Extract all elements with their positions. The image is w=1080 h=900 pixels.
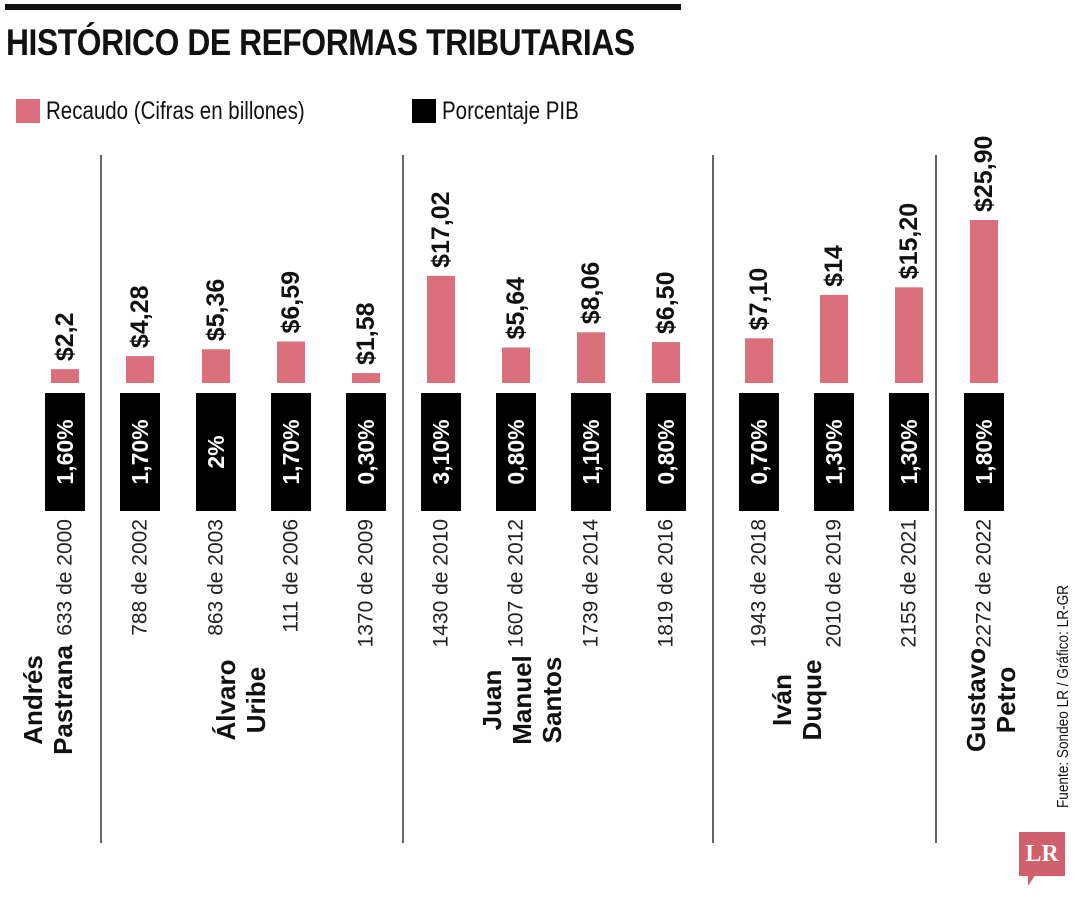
pib-value-label: 1,30% (896, 419, 922, 484)
group-label: Santos (537, 657, 567, 744)
category-label: 788 de 2002 (129, 519, 152, 636)
recaudo-value-label: $4,28 (126, 285, 154, 348)
recaudo-bar (352, 373, 380, 383)
lr-logo: LR (1019, 832, 1065, 876)
category-label: 1739 de 2014 (580, 519, 603, 648)
pib-value-label: 1,70% (278, 419, 304, 484)
pib-label-box (496, 393, 536, 511)
recaudo-value-label: $8,06 (577, 262, 605, 325)
pib-label-box (739, 393, 779, 511)
category-label: 2272 de 2022 (973, 519, 996, 647)
category-label: 1430 de 2010 (430, 519, 453, 647)
pib-value-label: 0,80% (503, 419, 529, 484)
recaudo-bar (51, 369, 79, 383)
pib-value-label: 1,70% (127, 419, 153, 484)
recaudo-bar (577, 332, 605, 383)
pib-value-label: 0,80% (653, 419, 679, 484)
pib-label-box (814, 393, 854, 511)
group-label: Duque (797, 660, 827, 741)
pib-label-box (421, 393, 461, 511)
pib-label-box (889, 393, 929, 511)
legend-swatch-pib (412, 99, 436, 123)
recaudo-bar (202, 349, 230, 383)
pib-label-box (196, 393, 236, 511)
recaudo-value-label: $6,59 (277, 271, 305, 334)
recaudo-bar (820, 294, 848, 383)
recaudo-value-label: $1,58 (352, 302, 380, 365)
recaudo-value-label: $15,20 (895, 203, 923, 279)
group-label: Álvaro (211, 660, 241, 741)
pib-label-box (346, 393, 386, 511)
category-label: 1607 de 2012 (505, 519, 528, 647)
group-label: Gustavo (961, 648, 991, 752)
lr-logo-text: LR (1025, 841, 1059, 867)
source-note: Fuente: Sondeo LR / Gráfico: LR-GR (1055, 585, 1072, 808)
group-label: Andrés (18, 655, 48, 745)
pib-value-label: 0,30% (353, 419, 379, 484)
group-label: Petro (991, 667, 1021, 733)
legend-label-recaudo: Recaudo (Cifras en billones) (46, 96, 305, 125)
pib-value-label: 1,60% (52, 419, 78, 484)
group-label: Iván (767, 674, 797, 726)
pib-value-label: 3,10% (428, 419, 454, 484)
recaudo-bar (277, 341, 305, 383)
group-label: Uribe (241, 667, 271, 733)
pib-value-label: 1,30% (821, 419, 847, 484)
category-label: 1819 de 2016 (655, 519, 678, 647)
group-label: Juan (477, 670, 507, 731)
recaudo-value-label: $17,02 (427, 191, 455, 267)
recaudo-value-label: $7,10 (745, 268, 773, 331)
recaudo-bar (895, 287, 923, 383)
category-label: 633 de 2000 (54, 519, 77, 636)
recaudo-value-label: $5,36 (202, 279, 230, 342)
pib-label-box (45, 393, 85, 511)
group-label: Pastrana (48, 645, 78, 755)
recaudo-value-label: $5,64 (502, 277, 530, 340)
category-label: 2155 de 2021 (898, 519, 921, 647)
legend-recaudo: Recaudo (Cifras en billones) (16, 96, 361, 126)
pib-value-label: 0,70% (746, 419, 772, 484)
pib-label-box (271, 393, 311, 511)
recaudo-bar (502, 347, 530, 383)
recaudo-bar (970, 220, 998, 383)
pib-value-label: 1,10% (578, 419, 604, 484)
recaudo-value-label: $6,50 (652, 272, 680, 335)
pib-value-label: 2% (203, 435, 229, 468)
chart-title: HISTÓRICO DE REFORMAS TRIBUTARIAS (6, 22, 635, 63)
legend-label-pib: Porcentaje PIB (442, 96, 579, 125)
group-label: Manuel (507, 655, 537, 745)
legend-swatch-recaudo (16, 99, 40, 123)
lr-logo-tail (1028, 874, 1036, 886)
recaudo-bar (652, 342, 680, 383)
category-label: 1370 de 2009 (355, 519, 378, 647)
pib-label-box (964, 393, 1004, 511)
category-label: 1943 de 2018 (748, 519, 771, 647)
recaudo-bar (427, 275, 455, 383)
category-label: 2010 de 2019 (823, 519, 846, 647)
recaudo-value-label: $14 (820, 245, 848, 287)
recaudo-bar (126, 356, 154, 383)
pib-value-label: 1,80% (971, 419, 997, 484)
pib-label-box (646, 393, 686, 511)
category-label: 111 de 2006 (280, 519, 303, 633)
recaudo-value-label: $25,90 (970, 136, 998, 212)
recaudo-value-label: $2,2 (51, 312, 79, 361)
recaudo-bar (745, 338, 773, 383)
top-rule (5, 4, 681, 10)
category-label: 863 de 2003 (205, 519, 228, 636)
legend-pib: Porcentaje PIB (412, 96, 609, 126)
pib-label-box (120, 393, 160, 511)
pib-label-box (571, 393, 611, 511)
